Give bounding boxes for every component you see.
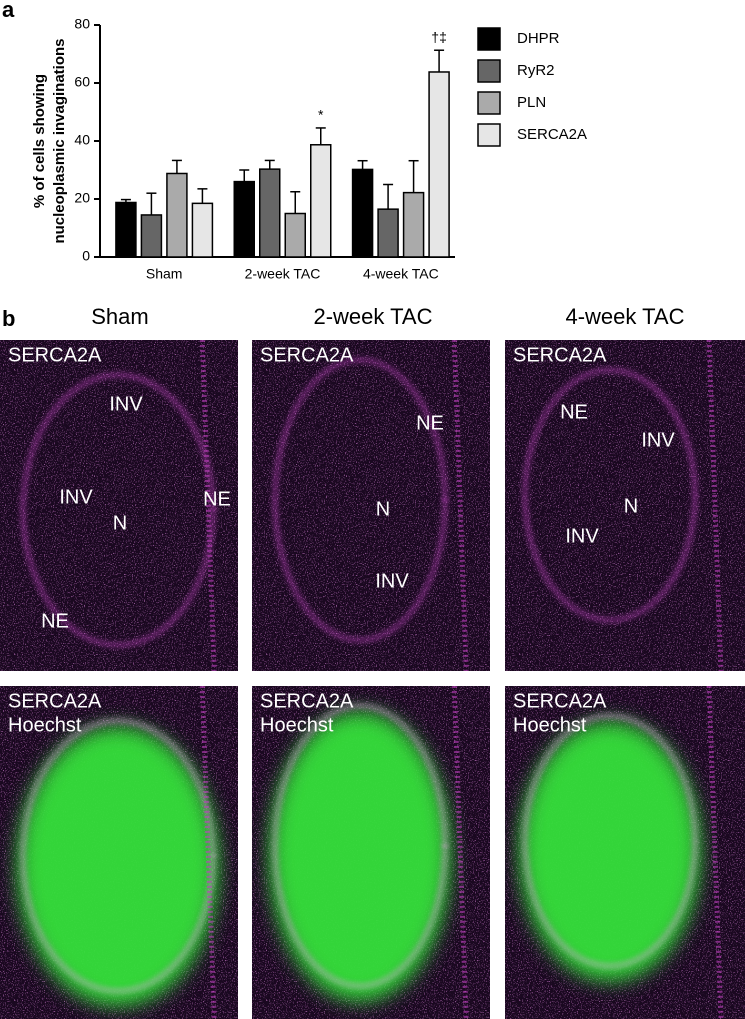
significance-mark: * bbox=[318, 107, 324, 123]
y-tick-label: 60 bbox=[74, 74, 90, 90]
y-tick-label: 40 bbox=[74, 132, 90, 148]
image-annotation: N bbox=[376, 498, 390, 520]
nuclear-envelope bbox=[271, 702, 449, 990]
bar bbox=[402, 191, 425, 258]
column-title: Sham bbox=[91, 304, 148, 329]
panel-label: b bbox=[2, 306, 15, 331]
legend-label: RyR2 bbox=[517, 62, 555, 79]
image-annotation: INV bbox=[375, 570, 409, 592]
cell-border bbox=[451, 686, 469, 1019]
legend-swatch bbox=[477, 91, 501, 115]
bar bbox=[140, 214, 163, 258]
bar bbox=[191, 202, 214, 258]
nuclear-envelope bbox=[271, 356, 449, 644]
stain-label: Hoechst bbox=[8, 714, 82, 736]
y-tick-label: 80 bbox=[74, 16, 90, 32]
micrograph: SERCA2A bbox=[0, 340, 238, 671]
bar bbox=[428, 71, 450, 258]
image-annotation: INV bbox=[641, 429, 675, 451]
stain-label: SERCA2A bbox=[8, 344, 102, 366]
x-tick-label: 2-week TAC bbox=[245, 266, 321, 282]
image-annotation: NE bbox=[41, 610, 69, 632]
cell-border bbox=[451, 340, 469, 671]
bar bbox=[310, 144, 332, 258]
micrographs: Sham 2-week TAC 4-week TAC SERCA2A SERCA2… bbox=[0, 304, 745, 1019]
bar-chart: 0 20 40 60 80 % of cells showing nucleoplasmic… bbox=[31, 16, 587, 282]
column-title: 2-week TAC bbox=[313, 304, 432, 329]
legend-label: SERCA2A bbox=[517, 126, 587, 143]
nucleus bbox=[18, 726, 218, 1006]
bar bbox=[233, 180, 255, 258]
stain-label: SERCA2A bbox=[260, 690, 354, 712]
nuclear-envelope bbox=[19, 717, 217, 995]
image-annotation: NE bbox=[560, 401, 588, 423]
micrograph: SERCA2A bbox=[252, 340, 490, 671]
image-annotation: INV bbox=[109, 393, 143, 415]
column-title: 4-week TAC bbox=[565, 304, 684, 329]
y-tick-label: 20 bbox=[74, 190, 90, 206]
significance-mark: †‡ bbox=[431, 29, 447, 45]
y-axis-title: % of cells showing bbox=[31, 74, 48, 208]
bar bbox=[351, 168, 374, 258]
legend-label: DHPR bbox=[517, 30, 560, 47]
legend-label: PLN bbox=[517, 94, 546, 111]
cell-border bbox=[706, 340, 724, 671]
speckle bbox=[0, 340, 238, 671]
image-annotation: NE bbox=[416, 412, 444, 434]
legend-swatch bbox=[477, 27, 501, 51]
y-axis-title: nucleoplasmic invaginations bbox=[51, 38, 68, 243]
image-annotation: INV bbox=[565, 525, 599, 547]
y-tick-label: 0 bbox=[82, 248, 90, 264]
stain-label: SERCA2A bbox=[8, 690, 102, 712]
panel-label: a bbox=[2, 0, 15, 22]
image-annotation: N bbox=[113, 512, 127, 534]
image-labels: INV INV N NE NE NE N INV NE INV N INV bbox=[41, 393, 675, 632]
stain-label: SERCA2A bbox=[513, 690, 607, 712]
nucleus bbox=[520, 721, 700, 981]
nuclear-envelope bbox=[19, 371, 217, 649]
bar bbox=[115, 201, 137, 258]
stain-label: Hoechst bbox=[260, 714, 334, 736]
micrograph: SERCA2A bbox=[505, 340, 745, 671]
bar bbox=[259, 168, 281, 258]
speckle bbox=[252, 340, 490, 671]
x-tick-label: 4-week TAC bbox=[363, 266, 439, 282]
bar bbox=[284, 212, 306, 258]
legend-swatch bbox=[477, 123, 501, 147]
bar bbox=[166, 172, 188, 258]
legend-swatch bbox=[477, 59, 501, 83]
bar bbox=[377, 208, 399, 258]
stain-label: SERCA2A bbox=[513, 344, 607, 366]
stain-label: Hoechst bbox=[513, 714, 587, 736]
cell-border bbox=[199, 340, 217, 671]
image-annotation: NE bbox=[203, 488, 231, 510]
image-annotation: N bbox=[624, 495, 638, 517]
cell-border bbox=[199, 686, 217, 1019]
x-tick-label: Sham bbox=[146, 266, 183, 282]
stain-label: SERCA2A bbox=[260, 344, 354, 366]
nucleus bbox=[270, 711, 450, 1001]
nuclear-envelope bbox=[521, 712, 699, 970]
cell-border bbox=[706, 686, 724, 1019]
image-annotation: INV bbox=[59, 486, 93, 508]
nuclear-envelope bbox=[521, 366, 699, 624]
